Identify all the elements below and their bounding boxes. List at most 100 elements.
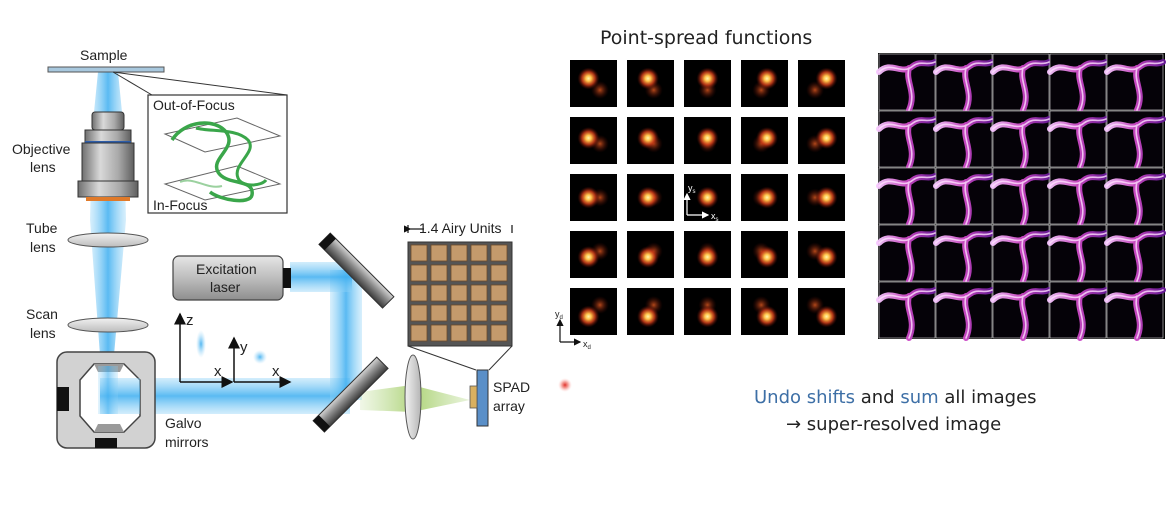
image-tile	[876, 167, 938, 227]
psf-tile	[741, 174, 788, 221]
tube-label-2: lens	[30, 239, 56, 255]
specimen-filament-3	[179, 179, 223, 188]
image-tile	[1047, 224, 1109, 284]
axis-ys-label: ys	[688, 183, 696, 195]
spad-cell	[450, 304, 468, 322]
psf-tile	[570, 288, 617, 335]
psf-tile	[798, 117, 845, 164]
spad-cell	[450, 244, 468, 262]
axis-xs-label: xs	[711, 211, 719, 223]
spad-cell	[470, 264, 488, 282]
out-of-focus-label: Out-of-Focus	[153, 97, 235, 113]
inset-leader-1	[112, 71, 153, 96]
image-tile	[1104, 110, 1166, 170]
airy-bracket	[404, 225, 513, 233]
psf-tile	[570, 117, 617, 164]
axis-x1-label: x	[214, 363, 222, 380]
caption-line-1: Undo shifts and sum all images	[754, 387, 1037, 408]
psf-tile	[627, 231, 674, 278]
psf-tile	[798, 288, 845, 335]
spad-detector	[469, 369, 489, 427]
plane-in-focus	[163, 165, 282, 201]
spad-label-2: array	[493, 398, 525, 414]
tube-lens	[67, 232, 149, 248]
psf-tile	[741, 117, 788, 164]
psf-tile	[684, 60, 731, 107]
caption-undo-shifts: Undo shifts	[754, 387, 855, 408]
caption-line-2: → super-resolved image	[786, 414, 1001, 435]
mirror-lower	[312, 356, 389, 433]
spad-cell	[430, 304, 448, 322]
psf-tile	[684, 288, 731, 335]
image-tile	[876, 224, 938, 284]
psf-tile	[798, 60, 845, 107]
scan-lens	[67, 317, 149, 333]
image-tile	[1047, 167, 1109, 227]
psf-tile	[570, 174, 617, 221]
axis-y-label: y	[240, 339, 248, 356]
image-tile	[990, 224, 1052, 284]
axis-yx	[228, 336, 292, 388]
image-grid	[876, 53, 1166, 341]
spad-cell	[410, 304, 428, 322]
image-tile	[1104, 53, 1166, 113]
spad-cell	[490, 284, 508, 302]
psf-axes-d	[556, 318, 582, 346]
spad-cell	[470, 244, 488, 262]
image-tile	[990, 110, 1052, 170]
axis-z-label: z	[186, 312, 194, 329]
image-tile	[1047, 281, 1109, 341]
axis-xd-label: xd	[583, 339, 591, 351]
spad-cell	[410, 284, 428, 302]
spad-cell	[430, 244, 448, 262]
axis-yd-label: yd	[555, 309, 563, 321]
image-tile	[876, 110, 938, 170]
image-tile	[1104, 281, 1166, 341]
emission-lens	[404, 354, 422, 440]
objective-lens	[77, 111, 139, 201]
image-tile	[990, 281, 1052, 341]
excitation-laser	[172, 255, 291, 301]
psf-tile	[684, 117, 731, 164]
spad-cell	[470, 284, 488, 302]
specimen-filament-1	[170, 121, 254, 203]
spad-cell	[490, 264, 508, 282]
inset-leader-2	[112, 71, 288, 96]
axis-x2-label: x	[272, 363, 280, 380]
psf-tile	[570, 60, 617, 107]
spad-cells	[410, 244, 508, 342]
psf-tile	[741, 288, 788, 335]
image-tile	[933, 224, 995, 284]
image-tile	[876, 281, 938, 341]
airy-label: 1.4 Airy Units	[419, 220, 501, 236]
psf-axes-s	[683, 192, 710, 219]
spad-cell	[410, 324, 428, 342]
image-tile	[990, 53, 1052, 113]
spad-cell	[490, 244, 508, 262]
objective-label-2: lens	[30, 159, 56, 175]
scan-label-1: Scan	[26, 306, 58, 322]
galvo-mirrors	[56, 351, 156, 449]
image-tile	[990, 167, 1052, 227]
caption-all-images: all images	[939, 387, 1037, 408]
focus-inset	[147, 94, 288, 214]
in-focus-label: In-Focus	[153, 197, 207, 213]
spad-leader-1	[407, 345, 477, 371]
psf-tile	[741, 231, 788, 278]
spad-cell	[430, 264, 448, 282]
scan-label-2: lens	[30, 325, 56, 341]
spad-cell	[470, 304, 488, 322]
cursor-dot	[558, 378, 572, 392]
spad-label-1: SPAD	[493, 379, 530, 395]
excitation-label-2: laser	[210, 279, 241, 295]
spad-cell	[450, 324, 468, 342]
spad-cell	[430, 324, 448, 342]
spad-cell	[490, 324, 508, 342]
spad-cell	[410, 244, 428, 262]
psf-tile	[798, 231, 845, 278]
psf-tile	[684, 231, 731, 278]
spad-leader-2	[488, 345, 513, 371]
tube-label-1: Tube	[26, 220, 58, 236]
psf-tile	[627, 174, 674, 221]
